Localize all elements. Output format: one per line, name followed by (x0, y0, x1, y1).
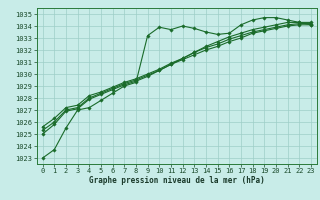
X-axis label: Graphe pression niveau de la mer (hPa): Graphe pression niveau de la mer (hPa) (89, 176, 265, 185)
